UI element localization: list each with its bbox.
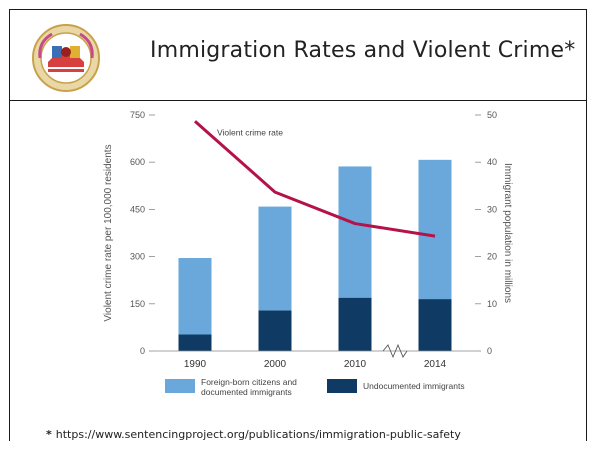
left-tick-label: 0 xyxy=(140,346,145,356)
violent-crime-line xyxy=(194,120,436,238)
left-tick-label: 450 xyxy=(130,204,145,214)
bar-undocumented xyxy=(418,299,452,351)
right-tick-label: 30 xyxy=(487,204,497,214)
right-tick-label: 0 xyxy=(487,346,492,356)
left-tick-label: 300 xyxy=(130,252,145,262)
right-tick-label: 20 xyxy=(487,252,497,262)
bar-documented xyxy=(178,258,212,335)
right-tick-label: 10 xyxy=(487,299,497,309)
bar-documented xyxy=(258,206,292,311)
category-label: 2000 xyxy=(264,359,287,370)
bar-undocumented xyxy=(178,334,212,351)
bar-undocumented xyxy=(338,297,372,351)
legend-swatch-undocumented xyxy=(327,379,357,393)
legend-label-undocumented: Undocumented immigrants xyxy=(363,381,465,391)
bar-undocumented xyxy=(258,310,292,351)
right-axis-title: Immigrant population in millions xyxy=(502,163,513,303)
bar-documented xyxy=(338,166,372,298)
left-axis-title: Violent crime rate per 100,000 residents xyxy=(103,144,114,321)
category-label: 2010 xyxy=(344,359,367,370)
slide-title: Immigration Rates and Violent Crime* xyxy=(150,38,580,63)
left-tick-label: 600 xyxy=(130,157,145,167)
footnote-asterisk: * xyxy=(46,428,52,441)
right-tick-label: 40 xyxy=(487,157,497,167)
line-annotation: Violent crime rate xyxy=(217,127,283,137)
seal-logo xyxy=(32,24,100,92)
legend-label-documented-2: documented immigrants xyxy=(201,387,292,397)
footnote: * https://www.sentencingproject.org/publi… xyxy=(46,428,586,441)
axis-break-marker xyxy=(382,343,408,359)
title-asterisk: * xyxy=(564,38,576,63)
legend-label-documented-1: Foreign-born citizens and xyxy=(201,377,297,387)
left-tick-label: 150 xyxy=(130,299,145,309)
immigration-crime-chart: 0 150 300 450 600 750 0 10 20 30 40 50 Violent crime… xyxy=(103,110,513,397)
slide-frame xyxy=(9,9,587,441)
category-label: 1990 xyxy=(184,359,207,370)
footnote-url[interactable]: https://www.sentencingproject.org/public… xyxy=(55,428,461,441)
right-tick-label: 50 xyxy=(487,110,497,120)
header-divider xyxy=(9,100,587,101)
legend-swatch-documented xyxy=(165,379,195,393)
category-label: 2014 xyxy=(424,359,447,370)
left-tick-label: 750 xyxy=(130,110,145,120)
title-text: Immigration Rates and Violent Crime xyxy=(150,38,565,63)
bar-documented xyxy=(418,159,452,300)
